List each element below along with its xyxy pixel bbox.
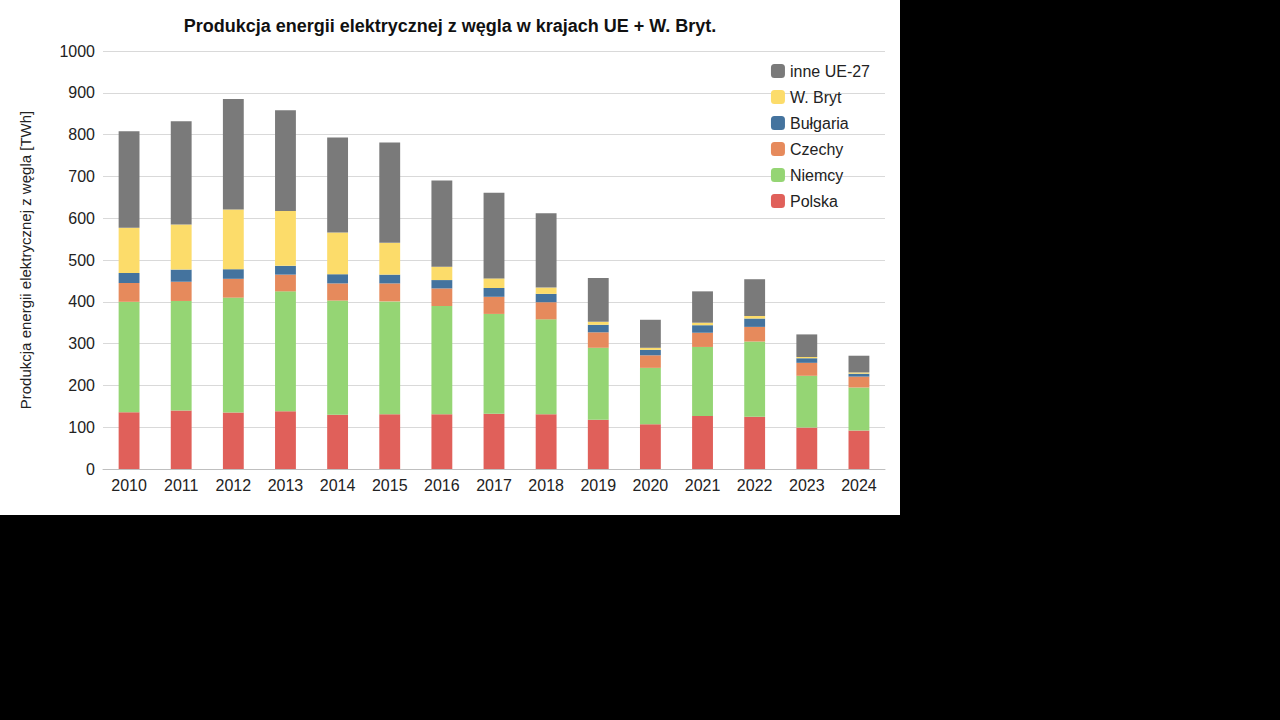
- svg-text:700: 700: [68, 168, 95, 185]
- svg-text:1000: 1000: [59, 43, 95, 60]
- svg-text:0: 0: [86, 461, 95, 478]
- svg-text:Czechy: Czechy: [790, 141, 843, 158]
- svg-text:2014: 2014: [320, 477, 356, 494]
- svg-text:300: 300: [68, 335, 95, 352]
- svg-text:400: 400: [68, 293, 95, 310]
- svg-text:2021: 2021: [685, 477, 721, 494]
- svg-text:2016: 2016: [424, 477, 460, 494]
- svg-text:2019: 2019: [580, 477, 616, 494]
- svg-text:inne UE-27: inne UE-27: [790, 63, 870, 80]
- svg-text:2015: 2015: [372, 477, 408, 494]
- svg-text:2012: 2012: [216, 477, 252, 494]
- svg-text:Produkcja energii elektrycznej: Produkcja energii elektrycznej z węgla w…: [184, 16, 717, 36]
- svg-text:2010: 2010: [111, 477, 147, 494]
- svg-text:2013: 2013: [268, 477, 304, 494]
- svg-text:Niemcy: Niemcy: [790, 167, 843, 184]
- svg-text:500: 500: [68, 252, 95, 269]
- svg-text:2017: 2017: [476, 477, 512, 494]
- svg-text:200: 200: [68, 377, 95, 394]
- svg-text:W. Bryt: W. Bryt: [790, 89, 842, 106]
- svg-text:2011: 2011: [164, 477, 199, 494]
- svg-text:900: 900: [68, 84, 95, 101]
- svg-text:Bułgaria: Bułgaria: [790, 115, 849, 132]
- svg-text:600: 600: [68, 210, 95, 227]
- svg-text:2022: 2022: [737, 477, 773, 494]
- svg-text:100: 100: [68, 419, 95, 436]
- svg-text:Produkcja energii elektrycznej: Produkcja energii elektrycznej z węgla […: [17, 111, 34, 409]
- svg-text:2018: 2018: [528, 477, 564, 494]
- svg-text:800: 800: [68, 126, 95, 143]
- svg-text:2023: 2023: [789, 477, 825, 494]
- svg-text:2024: 2024: [841, 477, 877, 494]
- svg-text:Polska: Polska: [790, 193, 838, 210]
- svg-text:2020: 2020: [633, 477, 669, 494]
